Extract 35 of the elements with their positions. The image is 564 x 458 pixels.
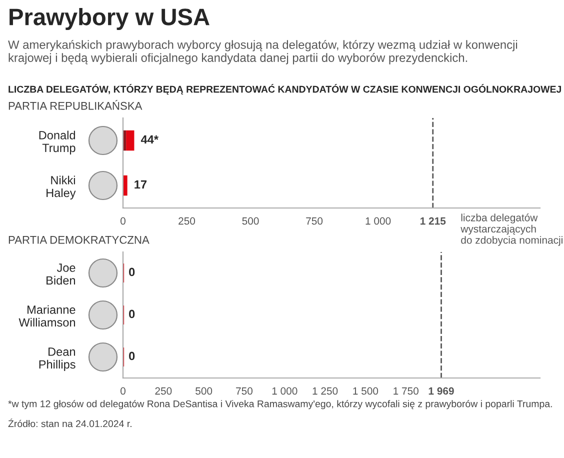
y-tick-label: Marianne Williamson [18,305,76,327]
bar [123,175,128,196]
x-tick-label: 0 [120,217,126,225]
x-tick-label: 1 969 [428,387,454,395]
text: Źródło: stan na 24.01.2024 r. [8,418,132,428]
chart-title: PARTIA REPUBLIKAŃSKA [8,100,142,110]
y-tick-label: Nikki Haley [46,176,76,200]
text: W amerykańskich prawyborach wyborcy głosują na delegatów, którzy wezmą udział w konwencji krajowej i będą wybierali oficjalnego kandydata danej partii do wyborów prezydenckich. [8,40,518,64]
x-tick-label: 250 [155,387,172,395]
x-tick-label: 500 [196,387,212,395]
x-tick-label: 750 [236,387,253,395]
x-tick-label: 500 [242,217,259,225]
text: *w tym 12 głosów od delegatów Rona DeSantisa i Viveka Ramaswamy'ego, którzy wycofali się z prawyborów i poparli Trumpa. [8,400,552,410]
x-tick-label: 1 215 [420,217,446,225]
total-label: 44* [140,135,158,144]
x-tick-label: 1 000 [272,387,298,395]
total-label: 17 [134,180,147,189]
y-tick-label: Joe Biden [46,264,76,285]
x-tick-label: 0 [120,387,126,395]
text: LICZBA DELEGATÓW, KTÓRZY BĘDĄ REPREZENTOWAĆ KANDYDATÓW W CZASIE KONWENCJI OGÓLNOKRAJOWEJ [8,84,561,95]
data-label: 0 [129,268,135,276]
ref-line-label: liczba delegatów wystarczających do zdobycia nominacji [460,214,562,246]
x-tick-label: 1 250 [312,387,338,395]
x-tick-label: 1 750 [394,387,418,395]
x-tick-label: 750 [306,217,323,225]
text: Prawybory w USA [10,8,210,30]
data-label: 0 [129,310,135,318]
bar [126,130,134,151]
y-tick-label: Dean Phillips [39,348,76,371]
x-tick-label: 250 [178,217,196,225]
chart-title: PARTIA DEMOKRATYCZNA [8,236,150,244]
data-label: 0 [129,352,135,360]
x-tick-label: 1 500 [353,387,378,395]
x-tick-label: 1 000 [366,217,391,225]
y-tick-label: Donald Trump [39,130,76,154]
